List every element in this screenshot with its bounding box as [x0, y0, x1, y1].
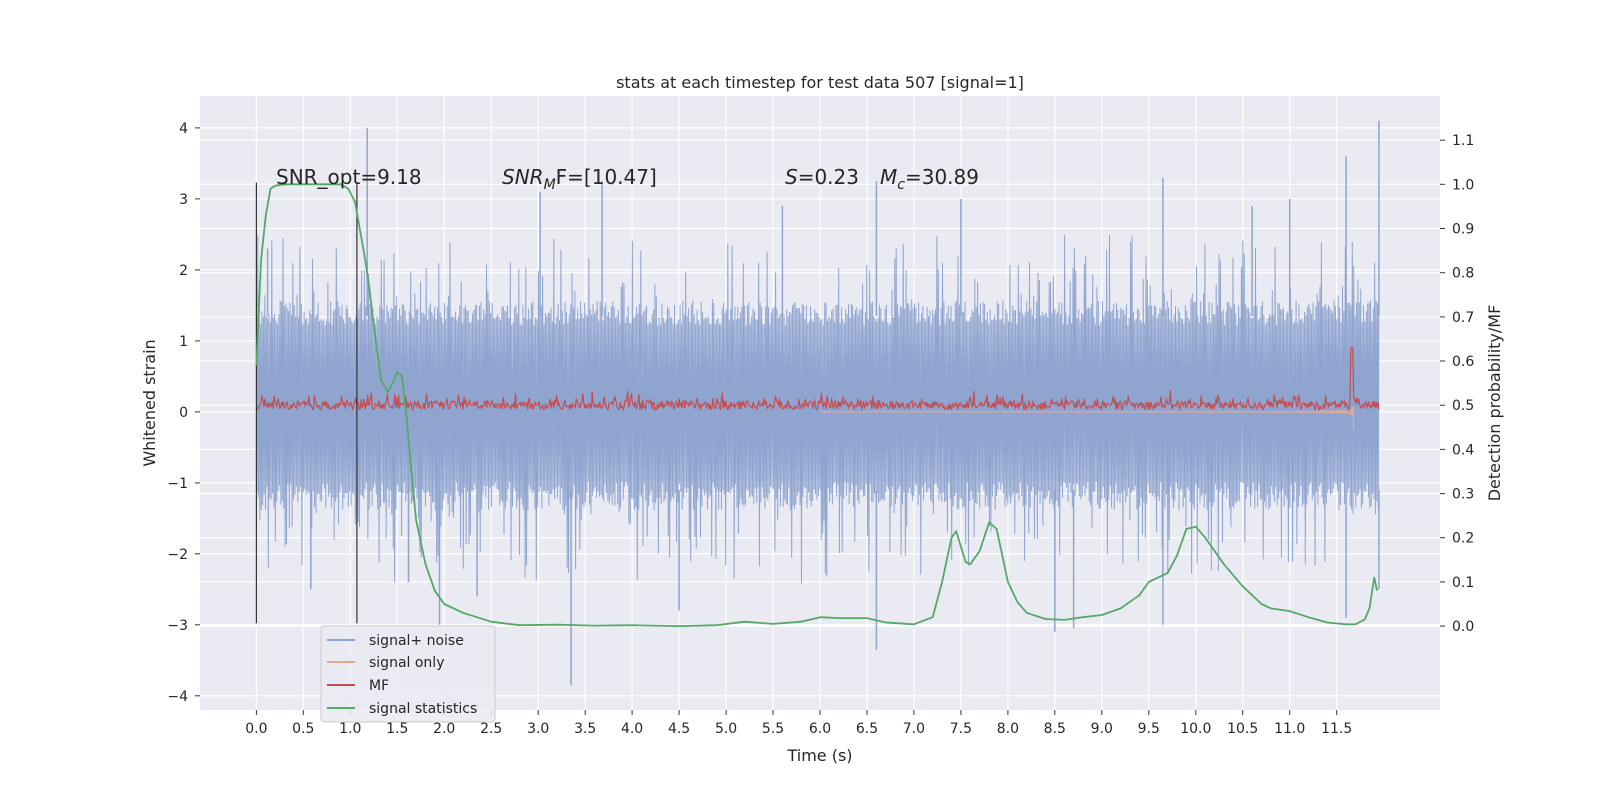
x-tick-label: 5.5	[762, 721, 784, 737]
x-tick-label: 9.5	[1138, 721, 1160, 737]
y2-tick-label: 0.1	[1452, 575, 1474, 591]
mc-subscript: c	[897, 177, 905, 193]
y-tick-label: 0	[179, 405, 188, 421]
signal-only-line	[819, 406, 1356, 430]
y-tick-label: −2	[167, 547, 188, 563]
x-tick-label: 9.0	[1091, 721, 1113, 737]
legend: signal+ noise signal only MF signal stat…	[320, 625, 496, 723]
y2-tick-label: 0.7	[1452, 310, 1474, 326]
x-tick-label: 11.0	[1274, 721, 1305, 737]
y-tick-label: 4	[179, 121, 188, 137]
signal-noise-line	[255, 234, 1380, 584]
legend-label-signal-only: signal only	[369, 655, 444, 671]
y2-tick-label: 1.0	[1452, 177, 1474, 193]
x-tick-label: 3.5	[574, 721, 596, 737]
annotation-mc: Mc=30.89	[880, 165, 979, 193]
s-value: =0.23	[798, 165, 859, 189]
y-tick-label: 2	[179, 263, 188, 279]
y2-tick-label: 0.9	[1452, 222, 1474, 238]
y-tick-label: −3	[167, 618, 188, 634]
series-mf	[255, 347, 1380, 412]
legend-box	[320, 625, 496, 723]
y-tick-label: −1	[167, 476, 188, 492]
chart-title: stats at each timestep for test data 507…	[616, 73, 1024, 92]
y2-tick-label: 1.1	[1452, 133, 1474, 149]
x-tick-label: 8.5	[1044, 721, 1066, 737]
x-tick-label: 7.5	[950, 721, 972, 737]
x-tick-label: 2.5	[480, 721, 502, 737]
y2-tick-label: 0.0	[1452, 619, 1474, 635]
x-tick-label: 6.5	[856, 721, 878, 737]
y-tick-label: 1	[179, 334, 188, 350]
y2-tick-label: 0.3	[1452, 487, 1474, 503]
x-tick-label: 3.0	[527, 721, 549, 737]
legend-label-mf: MF	[369, 678, 389, 694]
x-tick-label: 4.0	[621, 721, 643, 737]
x-tick-label: 8.0	[997, 721, 1019, 737]
y2-tick-label: 0.8	[1452, 266, 1474, 282]
y-tick-label: −4	[167, 689, 188, 705]
series-signal-only	[819, 406, 1356, 430]
x-tick-label: 0.5	[292, 721, 314, 737]
annotation-snr-opt: SNR_opt=9.18	[276, 165, 422, 189]
y2-tick-label: 0.4	[1452, 442, 1474, 458]
x-tick-label: 11.5	[1321, 721, 1352, 737]
x-tick-label: 1.5	[386, 721, 408, 737]
legend-label-signal-statistics: signal statistics	[369, 701, 477, 717]
annotation-snr-mf: SNRMF=[10.47]	[502, 165, 657, 193]
series-signal-statistics	[255, 183, 1378, 627]
snr-mf-value: F=[10.47]	[556, 165, 657, 189]
x-tick-label: 1.0	[339, 721, 361, 737]
vertical-markers	[255, 182, 358, 624]
y2-tick-label: 0.6	[1452, 354, 1474, 370]
y2-tick-label: 0.5	[1452, 398, 1474, 414]
snr-mf-symbol: SNR	[502, 165, 544, 189]
x-tick-label: 10.5	[1227, 721, 1258, 737]
x-axis-label: Time (s)	[786, 746, 852, 765]
series-signal-noise	[255, 120, 1380, 686]
x-tick-label: 5.0	[715, 721, 737, 737]
legend-label-signal-noise: signal+ noise	[369, 633, 464, 649]
y2-tick-label: 0.2	[1452, 531, 1474, 547]
mc-symbol: M	[880, 165, 897, 189]
x-tick-label: 10.0	[1180, 721, 1211, 737]
s-symbol: S	[785, 165, 798, 189]
y-axis-label: Whitened strain	[140, 339, 159, 466]
x-tick-label: 7.0	[903, 721, 925, 737]
axis-ticks: 0.0 0.5 1.0 1.5 2.0 2.5 3.0 3.5 4.0 4.5 5.0 5.5 6.0 6…	[167, 121, 1474, 737]
x-tick-label: 4.5	[668, 721, 690, 737]
snr-mf-subscript: M	[544, 177, 556, 193]
y2-axis-label: Detection probability/MF	[1485, 305, 1504, 502]
mf-line	[255, 347, 1380, 412]
x-tick-label: 0.0	[245, 721, 267, 737]
annotation-s: S=0.23	[785, 165, 859, 189]
x-tick-label: 6.0	[809, 721, 831, 737]
y-tick-label: 3	[179, 192, 188, 208]
signal-statistics-line	[255, 183, 1378, 627]
mc-value: =30.89	[905, 165, 979, 189]
x-tick-label: 2.0	[433, 721, 455, 737]
